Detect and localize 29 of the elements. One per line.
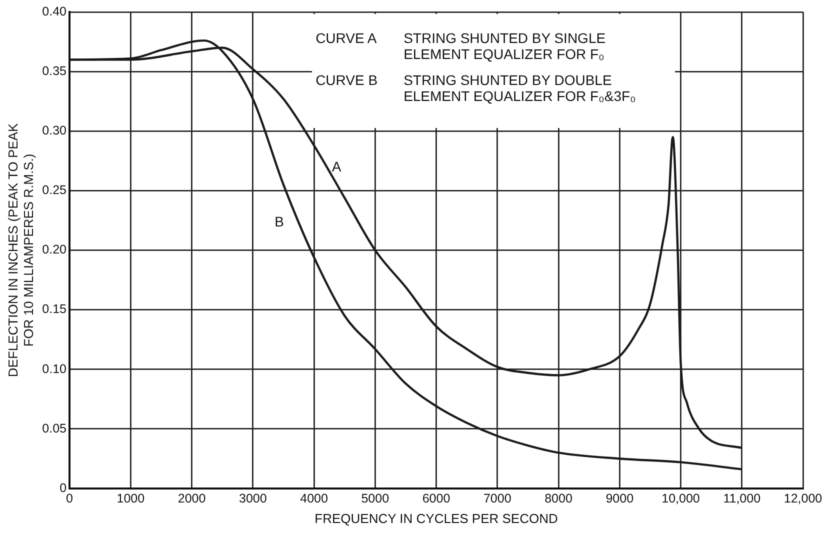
x-tick-label: 5000 (361, 491, 390, 506)
x-tick-label: 9000 (606, 491, 634, 506)
annotation: STRING SHUNTED BY SINGLE ELEMENT EQUALIZER FOR F₀ (404, 30, 606, 62)
y-tick-label: 0.20 (42, 242, 67, 257)
y-tick-label: 0.35 (42, 64, 67, 78)
annotation: CURVE A (316, 30, 378, 48)
annotation: A (332, 158, 342, 175)
y-tick-label: 0.30 (42, 124, 67, 138)
annotation: CURVE B (316, 72, 379, 90)
annotation: B (274, 213, 284, 230)
x-tick-label: 2000 (178, 491, 206, 506)
x-tick-label: 1000 (116, 491, 145, 506)
x-tick-label: 7000 (483, 491, 512, 506)
x-tick-label: 12,000 (784, 491, 822, 506)
x-tick-label: 3000 (238, 491, 267, 506)
y-tick-label: 0 (60, 480, 67, 495)
annotation: STRING SHUNTED BY DOUBLE ELEMENT EQUALIZER FOR F₀&3F₀ (404, 72, 636, 104)
x-axis-title: FREQUENCY IN CYCLES PER SECOND (314, 510, 558, 526)
x-tick-label: 4000 (300, 491, 328, 506)
x-tick-label: 8000 (544, 491, 572, 506)
x-tick-label: 6000 (422, 491, 450, 506)
x-tick-label: 10,000 (662, 491, 700, 506)
y-axis-title: DEFLECTION IN INCHES (PEAK TO PEAK FOR 10 MILLIAMPERES R.M.S.) (5, 122, 36, 378)
x-tick-label: 11,000 (723, 491, 761, 506)
y-tick-label: 0.05 (42, 421, 67, 436)
y-tick-label: 0.25 (42, 183, 67, 198)
y-tick-label: 0.15 (42, 302, 67, 316)
y-tick-label: 0.40 (42, 4, 67, 18)
y-tick-label: 0.10 (42, 362, 67, 376)
